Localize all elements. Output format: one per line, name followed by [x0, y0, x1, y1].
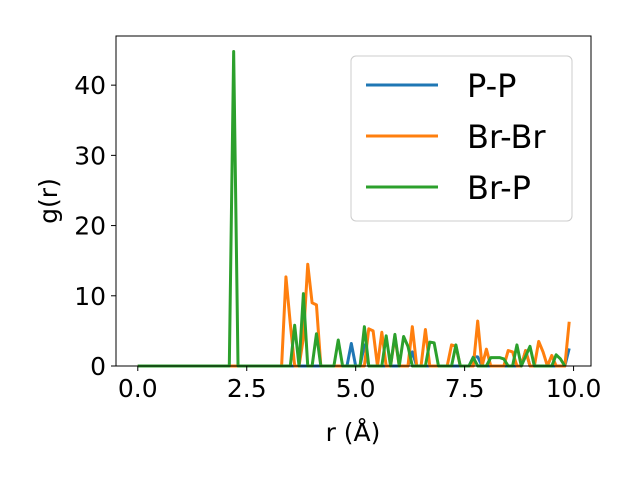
legend: P-P Br-Br Br-P — [350, 55, 573, 222]
y-tick-label: 10 — [74, 282, 106, 311]
x-tick-label: 0.0 — [118, 374, 158, 403]
y-axis-label: g(r) — [34, 178, 63, 224]
y-axis: 0 10 20 30 40 — [74, 71, 116, 381]
legend-label-br-br: Br-Br — [467, 118, 546, 156]
x-tick-label: 7.5 — [445, 374, 485, 403]
y-tick-label: 0 — [90, 352, 106, 381]
plot-frame — [115, 35, 592, 367]
x-tick-label: 5.0 — [336, 374, 376, 403]
y-tick-label: 20 — [74, 212, 106, 241]
legend-label-br-p: Br-P — [467, 169, 531, 207]
x-tick-label: 10.0 — [546, 374, 602, 403]
x-axis-label: r (Å) — [326, 418, 381, 447]
x-tick-label: 2.5 — [227, 374, 267, 403]
legend-label-p-p: P-P — [467, 67, 516, 105]
y-tick-label: 30 — [74, 141, 106, 170]
legend-box — [350, 55, 573, 222]
x-axis: 0.0 2.5 5.0 7.5 10.0 — [118, 366, 601, 403]
y-tick-label: 40 — [74, 71, 106, 100]
